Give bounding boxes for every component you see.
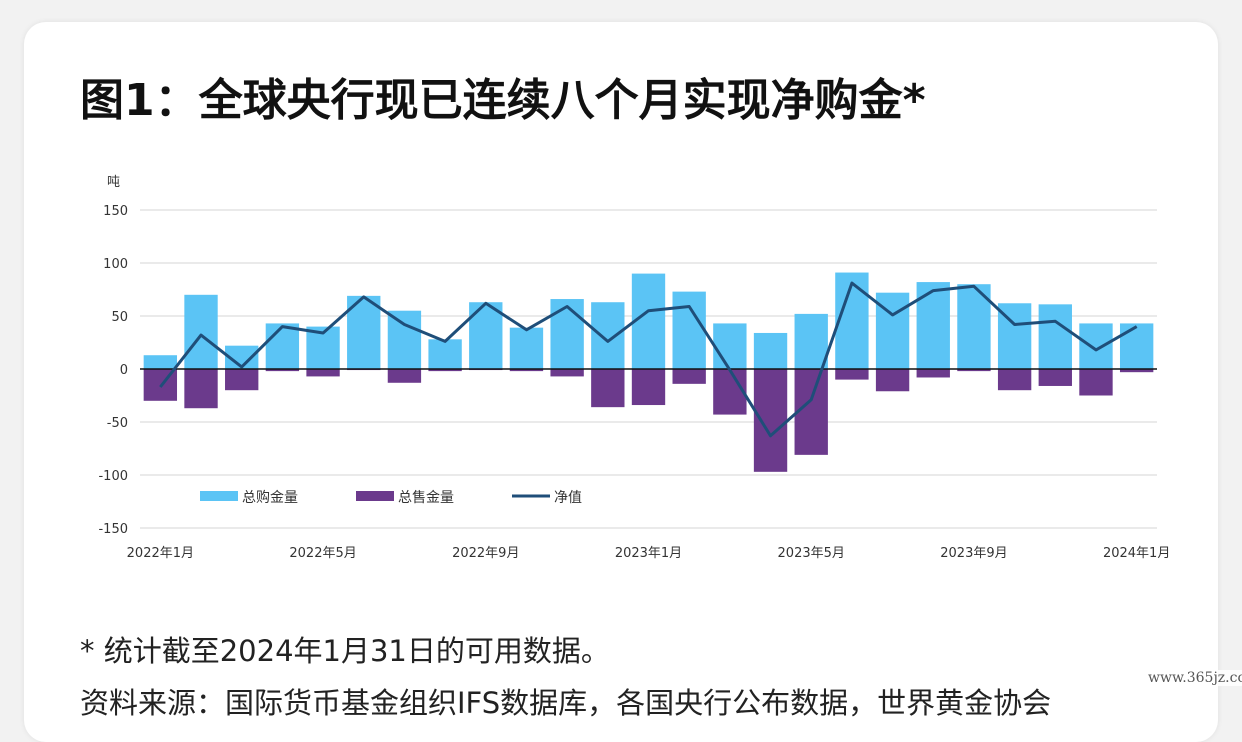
bar-sale [1079,369,1112,396]
bar-sale [225,369,258,390]
bar-sale [388,369,421,383]
x-tick-label: 2022年1月 [127,546,194,561]
y-tick-label: -50 [107,416,128,431]
bar-purchase [795,314,828,369]
legend-label: 净值 [554,490,582,506]
bar-purchase [550,299,583,369]
bar-purchase [754,333,787,369]
bar-sale [673,369,706,384]
bar-sale [632,369,665,405]
bar-sale [184,369,217,408]
y-tick-label: 50 [111,310,128,325]
y-tick-label: 100 [103,257,128,272]
bar-sale [1039,369,1072,386]
bar-purchase [591,302,624,369]
bar-purchase [510,328,543,369]
x-tick-label: 2023年1月 [615,546,682,561]
legend-label: 总购金量 [242,490,298,506]
y-tick-label: -100 [98,469,128,484]
bar-purchase [266,323,299,369]
legend-swatch [200,491,238,501]
watermark: www.365jz.com [1146,670,1242,686]
legend-swatch [356,491,394,501]
y-axis-ticks: 150 100 50 0 -50 -100 -150 [98,204,128,537]
bar-sale [754,369,787,472]
bar-purchase [1039,304,1072,369]
bar-purchase [388,311,421,369]
bar-purchase [917,282,950,369]
bar-purchase [713,323,746,369]
bar-sale [306,369,339,376]
x-tick-label: 2023年5月 [778,546,845,561]
bar-sale [550,369,583,376]
bar-sale [713,369,746,415]
bar-purchase [428,339,461,369]
y-tick-label: 0 [120,363,128,378]
x-tick-label: 2022年5月 [289,546,356,561]
bar-sale [876,369,909,391]
bar-sale [835,369,868,380]
bar-sale [998,369,1031,390]
chart-legend: 总购金量 总售金量 净值 [200,490,582,506]
bar-purchase [673,292,706,369]
y-tick-label: 150 [103,204,128,219]
bar-purchase [144,355,177,369]
y-unit-label: 吨 [107,175,120,190]
bar-sale [917,369,950,377]
bar-series [144,273,1154,472]
x-tick-label: 2022年9月 [452,546,519,561]
legend-label: 总售金量 [398,490,454,506]
x-tick-label: 2023年9月 [940,546,1007,561]
footnote: * 统计截至2024年1月31日的可用数据。 [80,628,610,670]
bar-purchase [184,295,217,369]
bar-purchase [1120,323,1153,369]
source-note: 资料来源：国际货币基金组织IFS数据库，各国央行公布数据，世界黄金协会 [80,680,1051,722]
bar-sale [591,369,624,407]
y-tick-label: -150 [98,522,128,537]
x-axis-ticks: 2022年1月 2022年5月 2022年9月 2023年1月 2023年5月 2023年… [127,546,1171,561]
x-tick-label: 2024年1月 [1103,546,1170,561]
bar-purchase [1079,323,1112,369]
